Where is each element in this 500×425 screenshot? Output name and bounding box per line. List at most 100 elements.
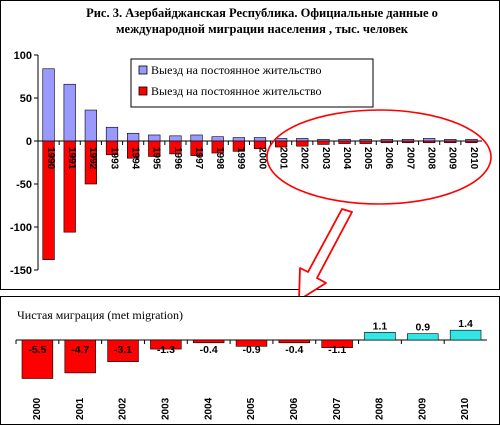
y-tick-label: 50 [20, 93, 32, 105]
x-category-label: 2005 [362, 147, 373, 170]
net-bar [64, 339, 96, 374]
legend-label-series-2: Выезд на постоянное жительство [151, 84, 322, 98]
net-bar [192, 339, 225, 344]
net-bar [107, 339, 139, 363]
x-category-label: 1999 [235, 147, 246, 170]
bar-red [127, 140, 140, 159]
net-data-label: 0.9 [415, 322, 430, 334]
bar-red [42, 140, 55, 260]
net-chart-title: Чистая миграция (met migration) [17, 308, 183, 322]
net-bar [21, 339, 54, 379]
net-data-label: 1.1 [373, 320, 388, 332]
bar-blue [84, 109, 97, 142]
net-bar [321, 339, 353, 348]
bar-blue [211, 136, 224, 142]
legend-label-series-1: Выезд на постоянное жительство [151, 63, 322, 77]
bar-red [423, 140, 436, 144]
net-category-label: 2009 [417, 397, 428, 420]
bar-red [444, 140, 457, 144]
net-category-label: 2004 [203, 397, 214, 420]
x-category-label: 2000 [256, 147, 267, 170]
x-category-label: 2006 [383, 147, 394, 170]
bar-red [105, 140, 119, 156]
net-data-label: -1.3 [157, 344, 175, 356]
highlight-ellipse [266, 109, 492, 205]
x-category-label: 2009 [447, 147, 458, 170]
main-chart: Рис. 3. Азербайджанская Республика. Офиц… [0, 0, 500, 290]
main-chart-frame [0, 0, 500, 290]
net-plot-area: -5.5 2000 -4.7 2001 -3.1 2002 -1.3 2003 -0.4 2004… [15, 318, 487, 420]
net-category-label: 2002 [118, 397, 129, 420]
net-category-label: 2006 [289, 397, 300, 420]
bar-red [190, 140, 203, 156]
net-data-label: -1.1 [328, 344, 346, 356]
y-tick-label: -150 [10, 265, 32, 277]
x-category-label: 2003 [320, 147, 331, 170]
bar-red [253, 140, 267, 150]
bar-blue [105, 126, 119, 142]
x-category-label: 1990 [45, 147, 56, 170]
net-data-label: -5.5 [28, 344, 46, 356]
y-tick-label: 100 [14, 50, 32, 62]
x-category-label: 1998 [214, 147, 225, 170]
net-category-label: 2000 [32, 397, 43, 420]
bar-red [359, 140, 372, 144]
x-category-label: 2007 [404, 147, 415, 170]
net-category-label: 2008 [375, 397, 386, 420]
bar-red [232, 140, 245, 152]
x-category-label: 2001 [278, 147, 289, 170]
bar-red [63, 140, 76, 233]
y-tick-label: -50 [16, 179, 32, 191]
net-category-label: 2005 [246, 397, 257, 420]
bar-red [148, 140, 161, 157]
bar-blue [232, 137, 245, 142]
bar-blue [42, 68, 55, 142]
net-data-label: -0.4 [285, 344, 303, 356]
main-chart-title-line-2: международной миграции населения , тыс. … [116, 22, 409, 36]
x-category-label: 2004 [341, 147, 352, 170]
net-bar [150, 339, 182, 350]
net-bar [364, 331, 396, 341]
y-tick-label: -100 [10, 222, 32, 234]
legend-swatch-series-2 [138, 86, 148, 96]
bar-red [169, 140, 182, 155]
net-bar [278, 339, 311, 344]
x-category-label: 2008 [426, 147, 437, 170]
legend: Выезд на постоянное жительство Выезд на … [130, 58, 374, 108]
net-bar [235, 339, 268, 347]
bar-blue [190, 134, 203, 142]
x-category-label: 1997 [193, 147, 204, 170]
x-category-label: 1996 [172, 147, 183, 170]
x-category-label: 1994 [130, 147, 141, 170]
bar-blue [423, 138, 436, 142]
bar-red [465, 140, 478, 144]
net-category-label: 2007 [332, 397, 343, 420]
main-plot-area: 100 50 0 -50 -100 -150 1990 1991 1992 1993 1994 199… [10, 50, 482, 277]
bar-blue [148, 134, 161, 142]
net-data-label: -0.4 [200, 344, 218, 356]
net-category-label: 2010 [460, 397, 471, 420]
x-category-label: 1995 [151, 147, 162, 170]
bar-red [380, 140, 393, 144]
net-category-label: 2001 [75, 397, 86, 420]
net-category-label: 2003 [161, 397, 172, 420]
x-category-label: 1991 [66, 147, 77, 170]
x-category-label: 1992 [87, 147, 98, 170]
bar-red [84, 140, 97, 185]
bar-blue [63, 83, 76, 142]
bar-red [211, 140, 224, 154]
bar-red [401, 140, 415, 144]
net-data-label: -4.7 [71, 344, 89, 356]
legend-swatch-series-1 [138, 65, 148, 75]
net-bar [407, 333, 439, 341]
x-category-label: 1993 [108, 147, 119, 170]
net-migration-chart: Чистая миграция (met migration) -5.5 2000… [0, 296, 500, 425]
bar-red [338, 140, 351, 144]
bar-blue [275, 138, 288, 142]
net-data-label: 1.4 [458, 318, 473, 330]
net-data-label: -3.1 [114, 344, 132, 356]
main-chart-title-line-1: Рис. 3. Азербайджанская Республика. Офиц… [86, 6, 438, 20]
bar-red [317, 140, 330, 145]
net-data-label: -0.9 [242, 344, 260, 356]
net-bar [449, 329, 482, 341]
